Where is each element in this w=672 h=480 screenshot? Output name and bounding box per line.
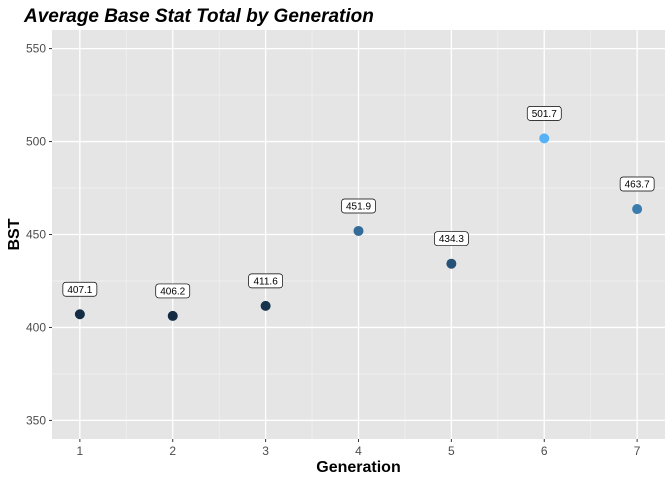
- data-label-text: 411.6: [253, 276, 278, 287]
- y-tick-label: 550: [26, 42, 46, 56]
- y-axis-title: BST: [6, 218, 23, 250]
- data-point: [260, 300, 271, 311]
- data-label-text: 501.7: [532, 109, 557, 120]
- x-tick-label: 3: [262, 444, 269, 458]
- y-axis: 350 400 450 500 550: [26, 42, 52, 427]
- data-label: 407.1: [62, 281, 98, 297]
- x-tick-label: 2: [169, 444, 176, 458]
- data-point: [353, 225, 364, 236]
- data-label: 411.6: [248, 273, 283, 289]
- data-label: 434.3: [434, 231, 469, 247]
- x-axis-title: Generation: [316, 459, 400, 476]
- data-points: [74, 133, 643, 321]
- x-tick-label: 1: [77, 444, 84, 458]
- data-label-box: [434, 231, 469, 247]
- x-tick-label: 4: [355, 444, 362, 458]
- data-point: [446, 258, 457, 269]
- x-axis: 1 2 3 4 5 6 7: [77, 439, 641, 458]
- data-label-text: 407.1: [67, 285, 92, 296]
- y-tick-label: 400: [26, 320, 46, 334]
- data-point: [632, 204, 643, 215]
- y-tick-label: 500: [26, 135, 46, 149]
- data-label-box: [526, 106, 562, 121]
- data-label: 451.9: [341, 198, 376, 214]
- data-label-box: [619, 176, 655, 192]
- data-label-text: 463.7: [625, 180, 650, 191]
- chart-title: Average Base Stat Total by Generation: [23, 6, 374, 27]
- y-tick-label: 350: [26, 413, 46, 427]
- x-tick-label: 5: [448, 444, 455, 458]
- data-label-box: [248, 273, 283, 289]
- data-point: [539, 133, 550, 144]
- data-label-box: [62, 281, 98, 297]
- data-label-box: [341, 198, 376, 214]
- data-label-text: 406.2: [160, 286, 185, 297]
- data-label-text: 434.3: [439, 234, 464, 245]
- data-point: [167, 310, 178, 321]
- data-label: 501.7: [526, 106, 562, 121]
- x-tick-label: 6: [541, 444, 548, 458]
- major-gridlines: [52, 30, 665, 439]
- y-tick-label: 450: [26, 228, 46, 242]
- data-label-text: 451.9: [346, 201, 371, 212]
- data-label: 463.7: [619, 176, 655, 192]
- data-label: 406.2: [155, 283, 191, 299]
- x-tick-label: 7: [634, 444, 641, 458]
- data-point: [74, 309, 85, 320]
- data-labels: 407.1 406.2 411.6 451.9 434.3 501.7 463.7: [62, 106, 655, 299]
- data-label-box: [155, 283, 191, 299]
